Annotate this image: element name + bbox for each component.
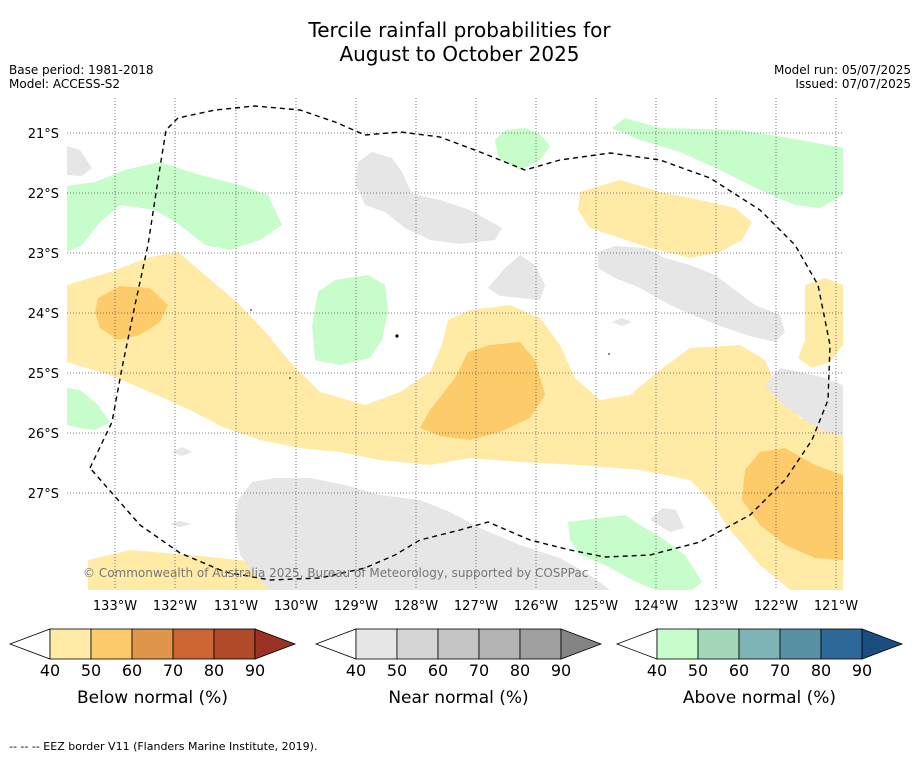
colorbar-segment [90, 628, 133, 660]
lat-label: 21°S [28, 127, 59, 142]
colorbar-tick-label: 90 [852, 661, 872, 680]
colorbar-tick-label: 40 [647, 661, 667, 680]
below-normal-50-region [95, 286, 843, 560]
colorbar-high-extension [861, 628, 904, 660]
colorbar-segment [172, 628, 215, 660]
colorbar-tick-label: 40 [346, 661, 366, 680]
title-line-1: Tercile rainfall probabilities for [308, 18, 611, 42]
longitude-labels: 133°W 132°W 131°W 130°W 129°W 128°W 127°… [93, 599, 858, 614]
lat-label: 26°S [28, 427, 59, 442]
base-info: Base period: 1981-2018 Model: ACCESS-S2 [9, 63, 154, 91]
map-title: Tercile rainfall probabilities for Augus… [0, 18, 919, 66]
lon-label: 132°W [153, 599, 197, 614]
colorbar-segment [49, 628, 92, 660]
lon-label: 130°W [274, 599, 318, 614]
colorbar-tick-label: 60 [729, 661, 749, 680]
near-normal-colorbar: 40 50 60 70 80 90 Near normal (%) [314, 628, 603, 708]
lon-label: 129°W [334, 599, 378, 614]
probability-map: © Commonwealth of Australia 2025, Bureau… [67, 98, 843, 590]
eez-border-line [89, 105, 831, 581]
colorbar-segment [213, 628, 256, 660]
colorbar-tick-label: 50 [387, 661, 407, 680]
model-name: Model: ACCESS-S2 [9, 77, 121, 91]
colorbar-label: Below normal (%) [77, 688, 228, 708]
lon-label: 131°W [214, 599, 258, 614]
colorbar-tick-label: 70 [163, 661, 183, 680]
lon-label: 133°W [93, 599, 137, 614]
latitude-labels: 21°S 22°S 23°S 24°S 25°S 26°S 27°S [28, 127, 59, 502]
colorbar-high-extension [254, 628, 297, 660]
colorbar-label: Near normal (%) [388, 688, 528, 708]
copyright-notice: © Commonwealth of Australia 2025, Bureau… [83, 566, 588, 580]
colorbar-tick-label: 60 [428, 661, 448, 680]
colorbar-segment [131, 628, 174, 660]
colorbar-tick-label: 80 [204, 661, 224, 680]
above-normal-40-region [67, 118, 843, 590]
colorbar-segment [519, 628, 562, 660]
eez-footnote: -- -- -- EEZ border V11 (Flanders Marine… [9, 740, 318, 753]
colorbar-tick-label: 50 [81, 661, 101, 680]
near-normal-40-region [67, 146, 843, 590]
islands [250, 309, 610, 379]
graticule [67, 98, 843, 590]
above-normal-colorbar: 40 50 60 70 80 90 Above normal (%) [615, 628, 904, 708]
colorbar-tick-label: 90 [245, 661, 265, 680]
colorbar-tick-label: 60 [122, 661, 142, 680]
below-normal-colorbar: 40 50 60 70 80 90 Below normal (%) [8, 628, 297, 708]
colorbar-segment [779, 628, 822, 660]
colorbar-segment [396, 628, 439, 660]
colorbar-label: Above normal (%) [683, 688, 836, 708]
lat-label: 23°S [28, 247, 59, 262]
lon-label: 122°W [754, 599, 798, 614]
lat-label: 24°S [28, 307, 59, 322]
colorbar-tick-label: 40 [40, 661, 60, 680]
colorbar-low-extension [8, 628, 51, 660]
colorbar-segment [820, 628, 863, 660]
model-run: Model run: 05/07/2025 [773, 63, 911, 77]
colorbar-segment [738, 628, 781, 660]
legend-group: 40 50 60 70 80 90 Below normal (%) 40 50 60 70 80 90… [8, 628, 904, 708]
base-period: Base period: 1981-2018 [9, 63, 154, 77]
colorbar-tick-label: 70 [469, 661, 489, 680]
colorbar-low-extension [314, 628, 357, 660]
colorbar-tick-label: 80 [510, 661, 530, 680]
colorbar-segment [697, 628, 740, 660]
lon-label: 121°W [814, 599, 858, 614]
colorbar-segment [355, 628, 398, 660]
lat-label: 25°S [28, 367, 59, 382]
colorbar-segment [478, 628, 521, 660]
issued-date: Issued: 07/07/2025 [795, 77, 911, 91]
lat-label: 27°S [28, 487, 59, 502]
lat-label: 22°S [28, 187, 59, 202]
colorbar-segment [656, 628, 699, 660]
colorbar-tick-label: 80 [811, 661, 831, 680]
lon-label: 126°W [514, 599, 558, 614]
lon-label: 128°W [394, 599, 438, 614]
lon-label: 124°W [634, 599, 678, 614]
lon-label: 127°W [454, 599, 498, 614]
colorbar-low-extension [615, 628, 658, 660]
colorbar-tick-label: 90 [551, 661, 571, 680]
lon-label: 125°W [574, 599, 618, 614]
run-info: Model run: 05/07/2025 Issued: 07/07/2025 [774, 63, 911, 91]
lon-label: 123°W [694, 599, 738, 614]
colorbar-tick-label: 50 [688, 661, 708, 680]
colorbar-tick-label: 70 [770, 661, 790, 680]
colorbar-high-extension [560, 628, 603, 660]
title-line-2: August to October 2025 [339, 42, 580, 66]
colorbar-segment [437, 628, 480, 660]
